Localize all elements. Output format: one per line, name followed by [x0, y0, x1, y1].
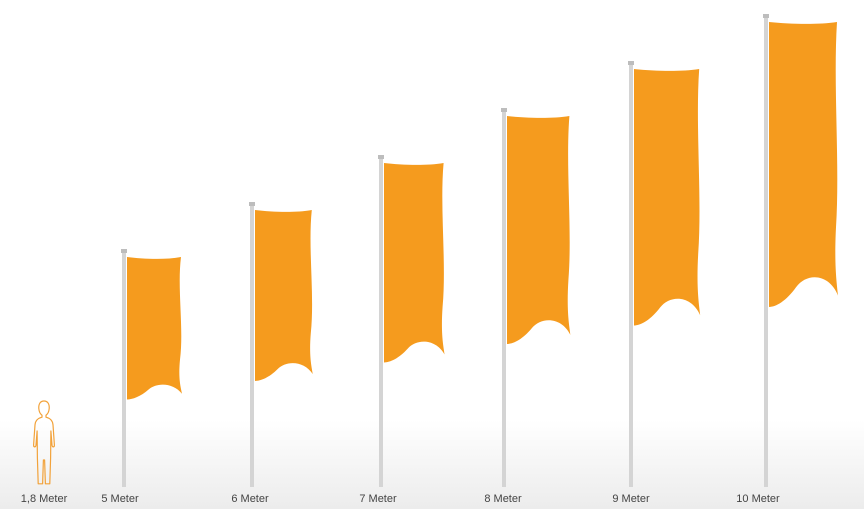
flag-height-label-8m: 8 Meter [484, 493, 522, 505]
flag-height-label-9m: 9 Meter [612, 493, 650, 505]
flag-pole-8m [502, 111, 506, 487]
flag-banner-9m [634, 69, 701, 326]
flag-pole-6m [250, 205, 254, 487]
flag-pole-cap-5m [121, 249, 127, 253]
flags-layer [121, 14, 838, 487]
flag-7m [378, 155, 445, 487]
person-height-label: 1,8 Meter [20, 493, 68, 505]
flag-height-label-6m: 6 Meter [231, 493, 269, 505]
flag-pole-cap-6m [249, 202, 255, 206]
flag-pole-cap-9m [628, 61, 634, 65]
flag-banner-6m [255, 210, 313, 381]
flag-banner-5m [127, 257, 182, 400]
flag-pole-5m [122, 252, 126, 487]
person-silhouette-icon [33, 400, 55, 485]
flag-height-label-7m: 7 Meter [359, 493, 397, 505]
flag-pole-cap-7m [378, 155, 384, 159]
flag-5m [121, 249, 182, 487]
flag-height-label-5m: 5 Meter [101, 493, 139, 505]
flag-6m [249, 202, 313, 487]
flag-pole-cap-10m [763, 14, 769, 18]
flag-banner-7m [384, 163, 445, 363]
flag-pole-cap-8m [501, 108, 507, 112]
floor-shadow [0, 420, 864, 509]
flag-pole-9m [629, 64, 633, 487]
flag-height-label-10m: 10 Meter [736, 493, 780, 505]
flag-8m [501, 108, 571, 487]
flag-banner-8m [507, 116, 571, 344]
flag-9m [628, 61, 701, 487]
flag-pole-10m [764, 17, 768, 487]
flag-10m [763, 14, 838, 487]
flag-pole-7m [379, 158, 383, 487]
flag-banner-10m [769, 22, 838, 307]
